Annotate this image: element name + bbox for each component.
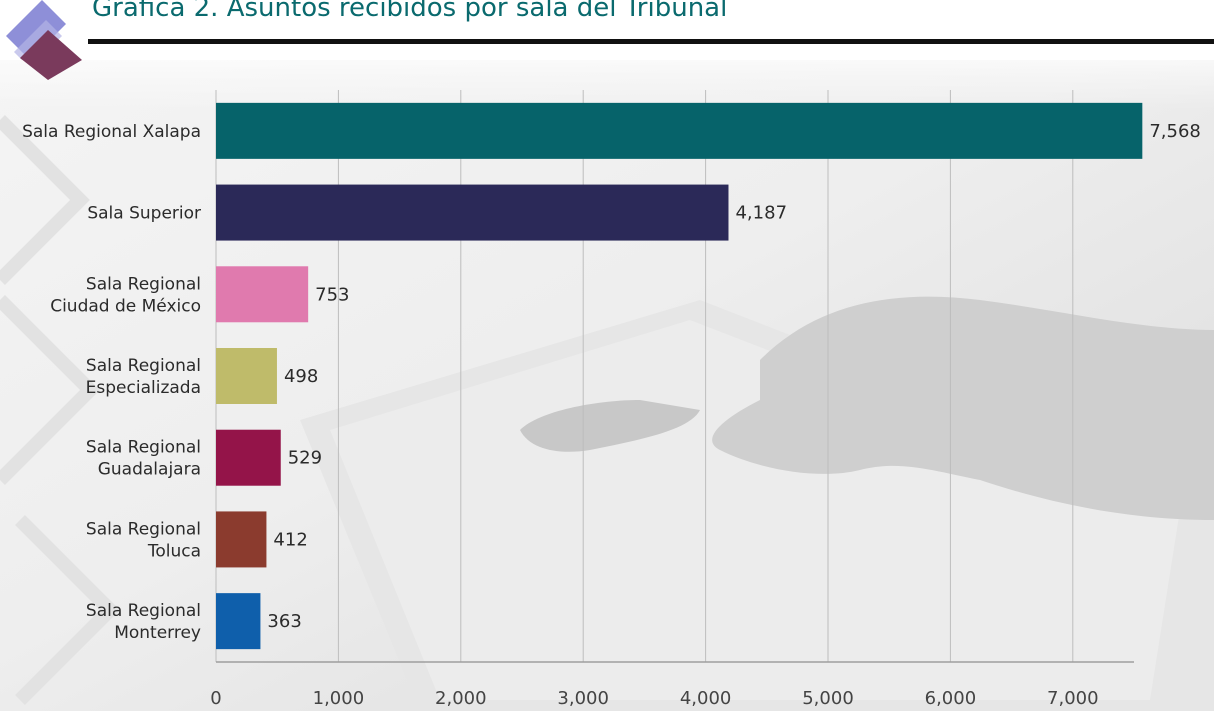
x-tick-label: 4,000 bbox=[680, 688, 732, 709]
category-label: Sala Regional Toluca bbox=[86, 519, 201, 561]
bars bbox=[216, 102, 1143, 650]
data-label: 753 bbox=[315, 284, 349, 305]
data-label: 363 bbox=[267, 611, 301, 632]
category-label: Sala Regional Ciudad de México bbox=[50, 274, 201, 316]
data-label: 7,568 bbox=[1149, 121, 1201, 142]
category-label: Sala Regional Guadalajara bbox=[86, 438, 201, 480]
category-label: Sala Superior bbox=[87, 204, 201, 224]
bar bbox=[216, 511, 267, 568]
value-labels: 7,568 4,187 753 498 529 412 363 bbox=[267, 121, 1200, 632]
data-label: 529 bbox=[288, 448, 322, 469]
title-rule bbox=[88, 39, 1214, 44]
tribunal-logo bbox=[6, 0, 82, 80]
bar bbox=[216, 184, 729, 241]
grid-lines bbox=[215, 90, 1134, 663]
bar bbox=[216, 593, 261, 650]
category-label: Sala Regional Xalapa bbox=[22, 122, 201, 142]
category-label: Sala Regional Especializada bbox=[86, 356, 201, 398]
category-labels: Sala Regional Xalapa Sala Superior Sala Re… bbox=[22, 122, 201, 643]
x-tick-label: 3,000 bbox=[557, 688, 609, 709]
x-tick-label: 0 bbox=[210, 688, 221, 709]
data-label: 498 bbox=[284, 366, 318, 387]
bar bbox=[216, 429, 281, 486]
x-tick-label: 2,000 bbox=[435, 688, 487, 709]
bar bbox=[216, 348, 277, 404]
x-tick-label: 7,000 bbox=[1047, 688, 1099, 709]
data-label: 412 bbox=[273, 529, 307, 550]
x-tick-label: 5,000 bbox=[802, 688, 854, 709]
data-label: 4,187 bbox=[735, 203, 787, 224]
category-label: Sala Regional Monterrey bbox=[86, 601, 201, 643]
x-tick-label: 6,000 bbox=[925, 688, 977, 709]
bar bbox=[216, 102, 1143, 159]
x-axis-ticks: 0 1,000 2,000 3,000 4,000 5,000 6,000 7,000 bbox=[210, 688, 1098, 709]
x-tick-label: 1,000 bbox=[313, 688, 365, 709]
chart-title: Gráfica 2. Asuntos recibidos por sala de… bbox=[92, 0, 728, 23]
bar bbox=[216, 266, 309, 323]
